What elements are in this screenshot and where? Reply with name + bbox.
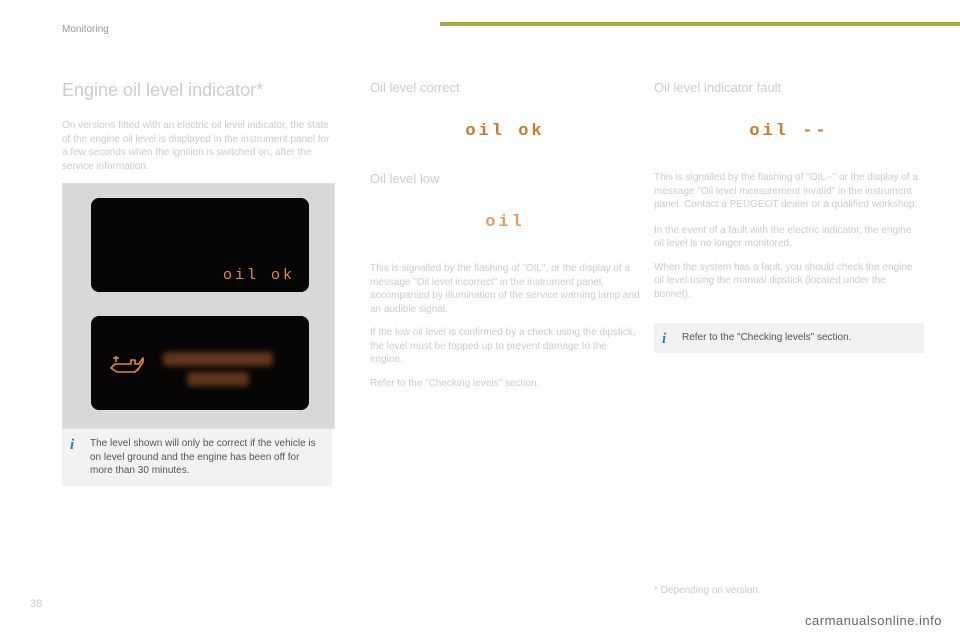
instrument-screen-top: oil ok — [91, 198, 309, 292]
oil-low-paragraph-2: If the low oil level is confirmed by a c… — [370, 326, 640, 367]
lcd-oil-low: oil — [430, 200, 580, 244]
page-header: Monitoring — [62, 22, 960, 36]
lcd-oil-ok: oil ok — [430, 109, 580, 153]
oil-low-paragraph-1: This is signalled by the flashing of "OI… — [370, 262, 640, 316]
header-accent — [440, 22, 960, 26]
oil-low-paragraph-3: Refer to the "Checking levels" section. — [370, 377, 640, 391]
column-middle: Oil level correct oil ok Oil level low o… — [370, 80, 640, 400]
column-right: Oil level indicator fault oil -- This is… — [654, 80, 924, 353]
fault-paragraph-2: In the event of a fault with the electri… — [654, 224, 924, 251]
oil-can-icon — [109, 354, 145, 378]
lcd-readout: oil -- — [749, 122, 828, 141]
info-note-left: i The level shown will only be correct i… — [62, 429, 332, 486]
section-label: Monitoring — [62, 24, 109, 35]
lcd-readout: oil ok — [465, 122, 544, 141]
dashboard-photo: oil ok — [62, 183, 335, 429]
subhead-oil-low: Oil level low — [370, 171, 640, 186]
column-left: Engine oil level indicator* On versions … — [62, 80, 332, 486]
page-number: 38 — [30, 598, 42, 610]
oil-ok-readout: oil ok — [223, 267, 295, 284]
subhead-oil-correct: Oil level correct — [370, 80, 640, 95]
info-icon: i — [662, 331, 666, 348]
instrument-screen-bottom — [91, 316, 309, 410]
lcd-oil-fault: oil -- — [714, 109, 864, 153]
blurred-text-line — [163, 352, 273, 366]
subhead-indicator-fault: Oil level indicator fault — [654, 80, 924, 95]
watermark: carmanualsonline.info — [805, 613, 942, 628]
info-note-text: Refer to the "Checking levels" section. — [682, 331, 914, 345]
fault-paragraph-3: When the system has a fault, you should … — [654, 261, 924, 302]
lcd-readout: oil — [485, 213, 525, 232]
intro-paragraph: On versions fitted with an electric oil … — [62, 119, 332, 173]
footnote: * Depending on version. — [654, 585, 761, 596]
page-title: Engine oil level indicator* — [62, 80, 332, 101]
info-note-right: i Refer to the "Checking levels" section… — [654, 323, 924, 353]
info-note-text: The level shown will only be correct if … — [90, 437, 322, 478]
blurred-text-line — [187, 372, 249, 386]
info-icon: i — [70, 437, 74, 454]
fault-paragraph-1: This is signalled by the flashing of "OI… — [654, 171, 924, 212]
